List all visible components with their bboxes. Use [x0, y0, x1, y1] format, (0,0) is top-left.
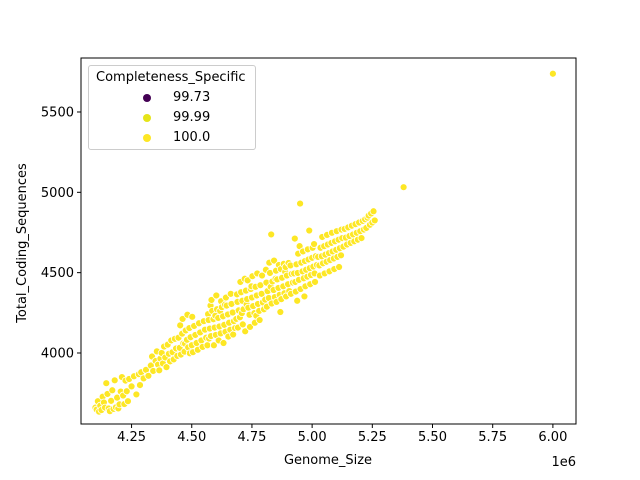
legend-marker-icon: [143, 94, 151, 102]
legend-entry-label: 100.0: [173, 130, 211, 145]
x-tick-label: 4.75: [237, 430, 266, 445]
data-point: [255, 316, 264, 324]
data-point: [290, 234, 299, 243]
data-point: [399, 183, 408, 192]
data-point: [136, 381, 144, 390]
x-axis-offset-label: 1e6: [551, 455, 576, 470]
x-tick-label: 5.25: [358, 430, 387, 445]
data-point: [258, 271, 266, 280]
y-tick-label: 4500: [41, 266, 74, 281]
legend-entry-label: 99.99: [173, 110, 211, 125]
x-tick-label: 4.25: [117, 430, 146, 445]
y-tick-label: 5500: [41, 105, 74, 120]
data-point: [246, 323, 254, 331]
data-point: [548, 69, 557, 78]
data-point: [178, 315, 187, 323]
data-point: [144, 371, 153, 380]
data-point: [176, 321, 185, 330]
data-point: [369, 207, 378, 216]
axes-frame: [80, 57, 577, 425]
legend-title: Completeness_Specific: [96, 70, 246, 85]
data-point: [107, 396, 115, 405]
legend-entry-label: 99.73: [173, 90, 211, 105]
data-point: [108, 386, 117, 395]
data-point: [155, 366, 164, 375]
data-point: [267, 230, 276, 239]
data-point: [110, 376, 119, 385]
data-point: [370, 216, 379, 225]
data-point: [212, 291, 221, 300]
x-tick-label: 4.50: [177, 430, 206, 445]
data-point: [102, 379, 111, 388]
data-point: [293, 296, 302, 305]
data-point: [296, 199, 304, 208]
data-point: [311, 278, 319, 286]
data-point: [276, 308, 285, 316]
legend-marker-icon: [143, 114, 151, 122]
data-point: [337, 251, 345, 260]
data-point: [241, 327, 250, 336]
legend-marker-icon: [143, 134, 151, 142]
x-tick-label: 5.00: [298, 430, 327, 445]
legend-entry: 99.73: [89, 88, 255, 108]
legend-entry: 99.99: [89, 108, 255, 128]
x-tick-label: 5.50: [418, 430, 447, 445]
data-point: [207, 296, 216, 304]
y-tick-label: 5000: [41, 186, 74, 201]
data-point: [219, 339, 228, 347]
data-point: [127, 382, 136, 391]
data-point: [209, 341, 218, 350]
data-point: [162, 363, 171, 372]
data-point: [300, 292, 309, 301]
x-tick-label: 6.00: [538, 430, 567, 445]
y-tick-label: 4000: [41, 346, 74, 361]
x-axis-label: Genome_Size: [284, 453, 372, 468]
data-point: [122, 387, 131, 396]
data-point: [305, 226, 314, 235]
data-point: [270, 256, 278, 265]
data-point: [335, 263, 343, 271]
data-point: [243, 276, 252, 285]
data-point: [124, 397, 132, 406]
legend: Completeness_Specific 99.73 99.99 100.0: [88, 65, 256, 150]
x-tick-label: 5.75: [478, 430, 507, 445]
y-axis-label: Total_Coding_Sequences: [15, 163, 30, 324]
data-point: [238, 320, 247, 329]
data-point: [310, 240, 318, 248]
data-point: [188, 312, 197, 321]
data-point: [132, 390, 141, 399]
legend-entry: 100.0: [89, 128, 255, 148]
data-point: [229, 330, 238, 339]
data-point: [203, 341, 212, 350]
data-point: [357, 234, 366, 243]
